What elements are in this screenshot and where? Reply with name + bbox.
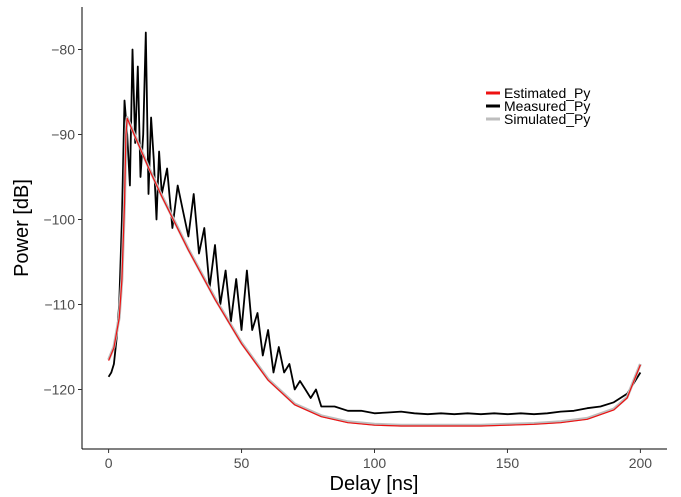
x-tick-label: 50	[234, 455, 250, 471]
y-tick-label: −100	[43, 212, 75, 228]
legend-label: Measured_Py	[504, 98, 590, 114]
series-line-estimated-py	[108, 117, 641, 427]
x-tick-label: 200	[629, 455, 653, 471]
x-tick-label: 100	[363, 455, 387, 471]
y-tick-label: −90	[51, 127, 75, 143]
legend-label: Simulated_Py	[504, 111, 590, 127]
plot-area	[81, 7, 667, 450]
y-tick-label: −120	[43, 382, 75, 398]
series-line-simulated-py	[107, 116, 642, 427]
y-tick-label: −110	[45, 297, 76, 313]
x-tick-label: 0	[105, 455, 113, 471]
x-tick-label: 150	[496, 455, 520, 471]
legend-label: Estimated_Py	[504, 85, 590, 101]
series-layer	[107, 31, 642, 427]
axis-ticks: 0 50 100 150 200 −80 −90 −100 −110 −120	[43, 42, 652, 472]
y-tick-label: −80	[51, 42, 75, 58]
series-line-measured-py	[107, 31, 642, 416]
x-axis-title: Delay [ns]	[330, 473, 419, 495]
y-axis-title: Power [dB]	[11, 179, 33, 277]
